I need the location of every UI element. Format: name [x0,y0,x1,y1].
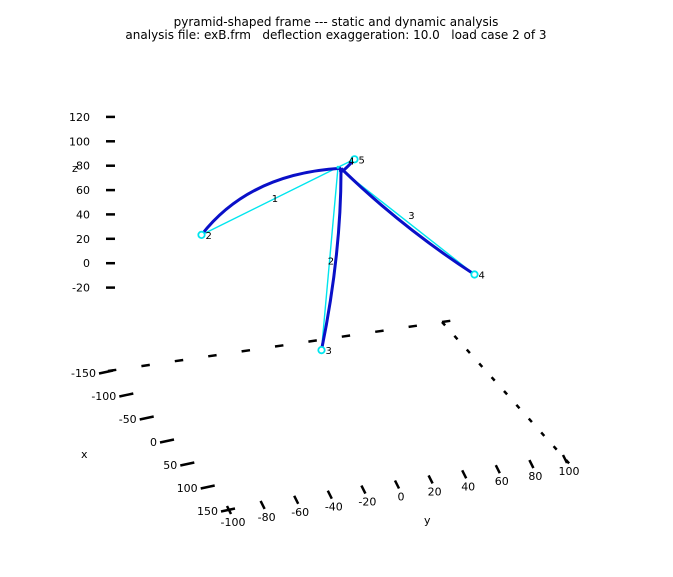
x-tick-label: -50 [119,413,137,426]
node-marker-1 [336,165,340,169]
y-tick-mark [461,469,468,479]
y-tick-label: 80 [528,470,542,483]
y-tick-label: 20 [428,485,442,498]
undeformed-element-1 [201,166,339,236]
y-axis: -100 -80 -60 -40 -20 0 20 40 60 80 100 [221,454,580,529]
z-tick-label: 0 [83,257,90,270]
x-tick-label: -100 [91,390,116,403]
node-marker-3 [317,345,326,355]
deformed-elements [200,158,476,351]
y-tick-label: 100 [559,465,580,478]
undeformed-elements [201,158,475,351]
y-tick-mark [326,490,333,500]
back-edge-dash [375,329,384,334]
back-edge-dash [274,344,284,348]
node-marker-4 [470,270,479,279]
y-tick-label: -20 [358,496,376,509]
y-tick-label: -40 [325,501,343,514]
chart-subtitle: analysis file: exB.frm deflection exagge… [125,28,546,42]
node-label-3: 3 [326,346,332,357]
z-tick-label: 100 [69,135,90,148]
back-edge-dash [465,348,471,354]
y-axis-label: y [424,514,431,527]
y-tick-mark [528,459,535,469]
y-tick-mark [494,464,501,474]
x-tick-mark [119,392,134,398]
node-marker-2 [197,230,206,239]
back-edge-dash [527,417,533,423]
back-edge-dash [174,358,184,363]
back-edge-dash [441,321,447,327]
x-tick-mark [180,461,195,467]
element-label-1: 1 [272,194,278,205]
y-tick-mark [225,505,233,515]
back-edge-dash [453,334,459,341]
back-edge-dash [515,403,521,410]
z-tick-label: 120 [69,111,90,124]
x-axis-label: x [81,448,88,461]
back-edge-dash [540,431,546,437]
element-label-2: 2 [328,257,334,268]
node-label-5: 5 [359,155,365,166]
y-tick-label: 60 [495,475,509,488]
y-tick-label: -60 [291,506,309,519]
y-tick-mark [360,485,367,495]
x-tick-label: -150 [71,367,96,380]
x-tick-label: 0 [150,436,157,449]
z-axis-label: z [72,162,78,175]
back-edge-dash [141,363,150,368]
y-tick-mark [259,500,266,510]
x-tick-mark [159,438,175,444]
back-edge-dash [107,368,117,373]
y-tick-mark [561,454,569,464]
x-tick-label: 100 [177,482,198,495]
node-label-2: 2 [206,231,212,242]
z-tick-label: 80 [76,160,90,173]
back-edge-dash [208,353,217,358]
z-tick-label: 60 [76,184,90,197]
x-tick-mark [139,415,154,421]
y-tick-label: 0 [398,491,405,504]
back-edge-dash [241,348,251,353]
undeformed-element-2 [320,167,339,351]
deformed-element-1 [200,166,342,236]
chart-title: pyramid-shaped frame --- static and dyna… [174,15,499,29]
y-tick-label: -80 [258,511,276,524]
deformed-element-2 [320,168,343,351]
y-tick-label: 40 [461,480,475,493]
back-edge-dash [490,376,496,382]
x-tick-label: 50 [163,459,177,472]
back-edge-dash [408,324,418,329]
element-labels: 1 2 3 4 [272,156,415,267]
back-edge-dash [478,362,484,368]
y-tick-label: -100 [221,516,246,529]
y-tick-mark [293,495,300,505]
node-marker-5 [350,155,359,164]
back-edge-dash [341,334,351,338]
node-label-4: 4 [479,271,485,282]
back-edge-dash [552,445,558,451]
x-tick-label: 150 [197,505,218,518]
y-tick-mark [427,474,434,484]
element-label-3: 3 [408,211,414,222]
deformed-element-3 [339,167,476,276]
y-tick-mark [393,479,401,490]
z-tick-label: 40 [76,208,90,221]
back-edge-dash [503,390,509,396]
back-edge-dash [308,339,317,343]
z-tick-label: 20 [76,233,90,246]
x-tick-mark [200,484,215,490]
element-label-4: 4 [348,156,354,167]
z-tick-label: -20 [72,282,90,295]
z-axis: 120 100 80 60 40 20 0 -20 [69,111,115,295]
